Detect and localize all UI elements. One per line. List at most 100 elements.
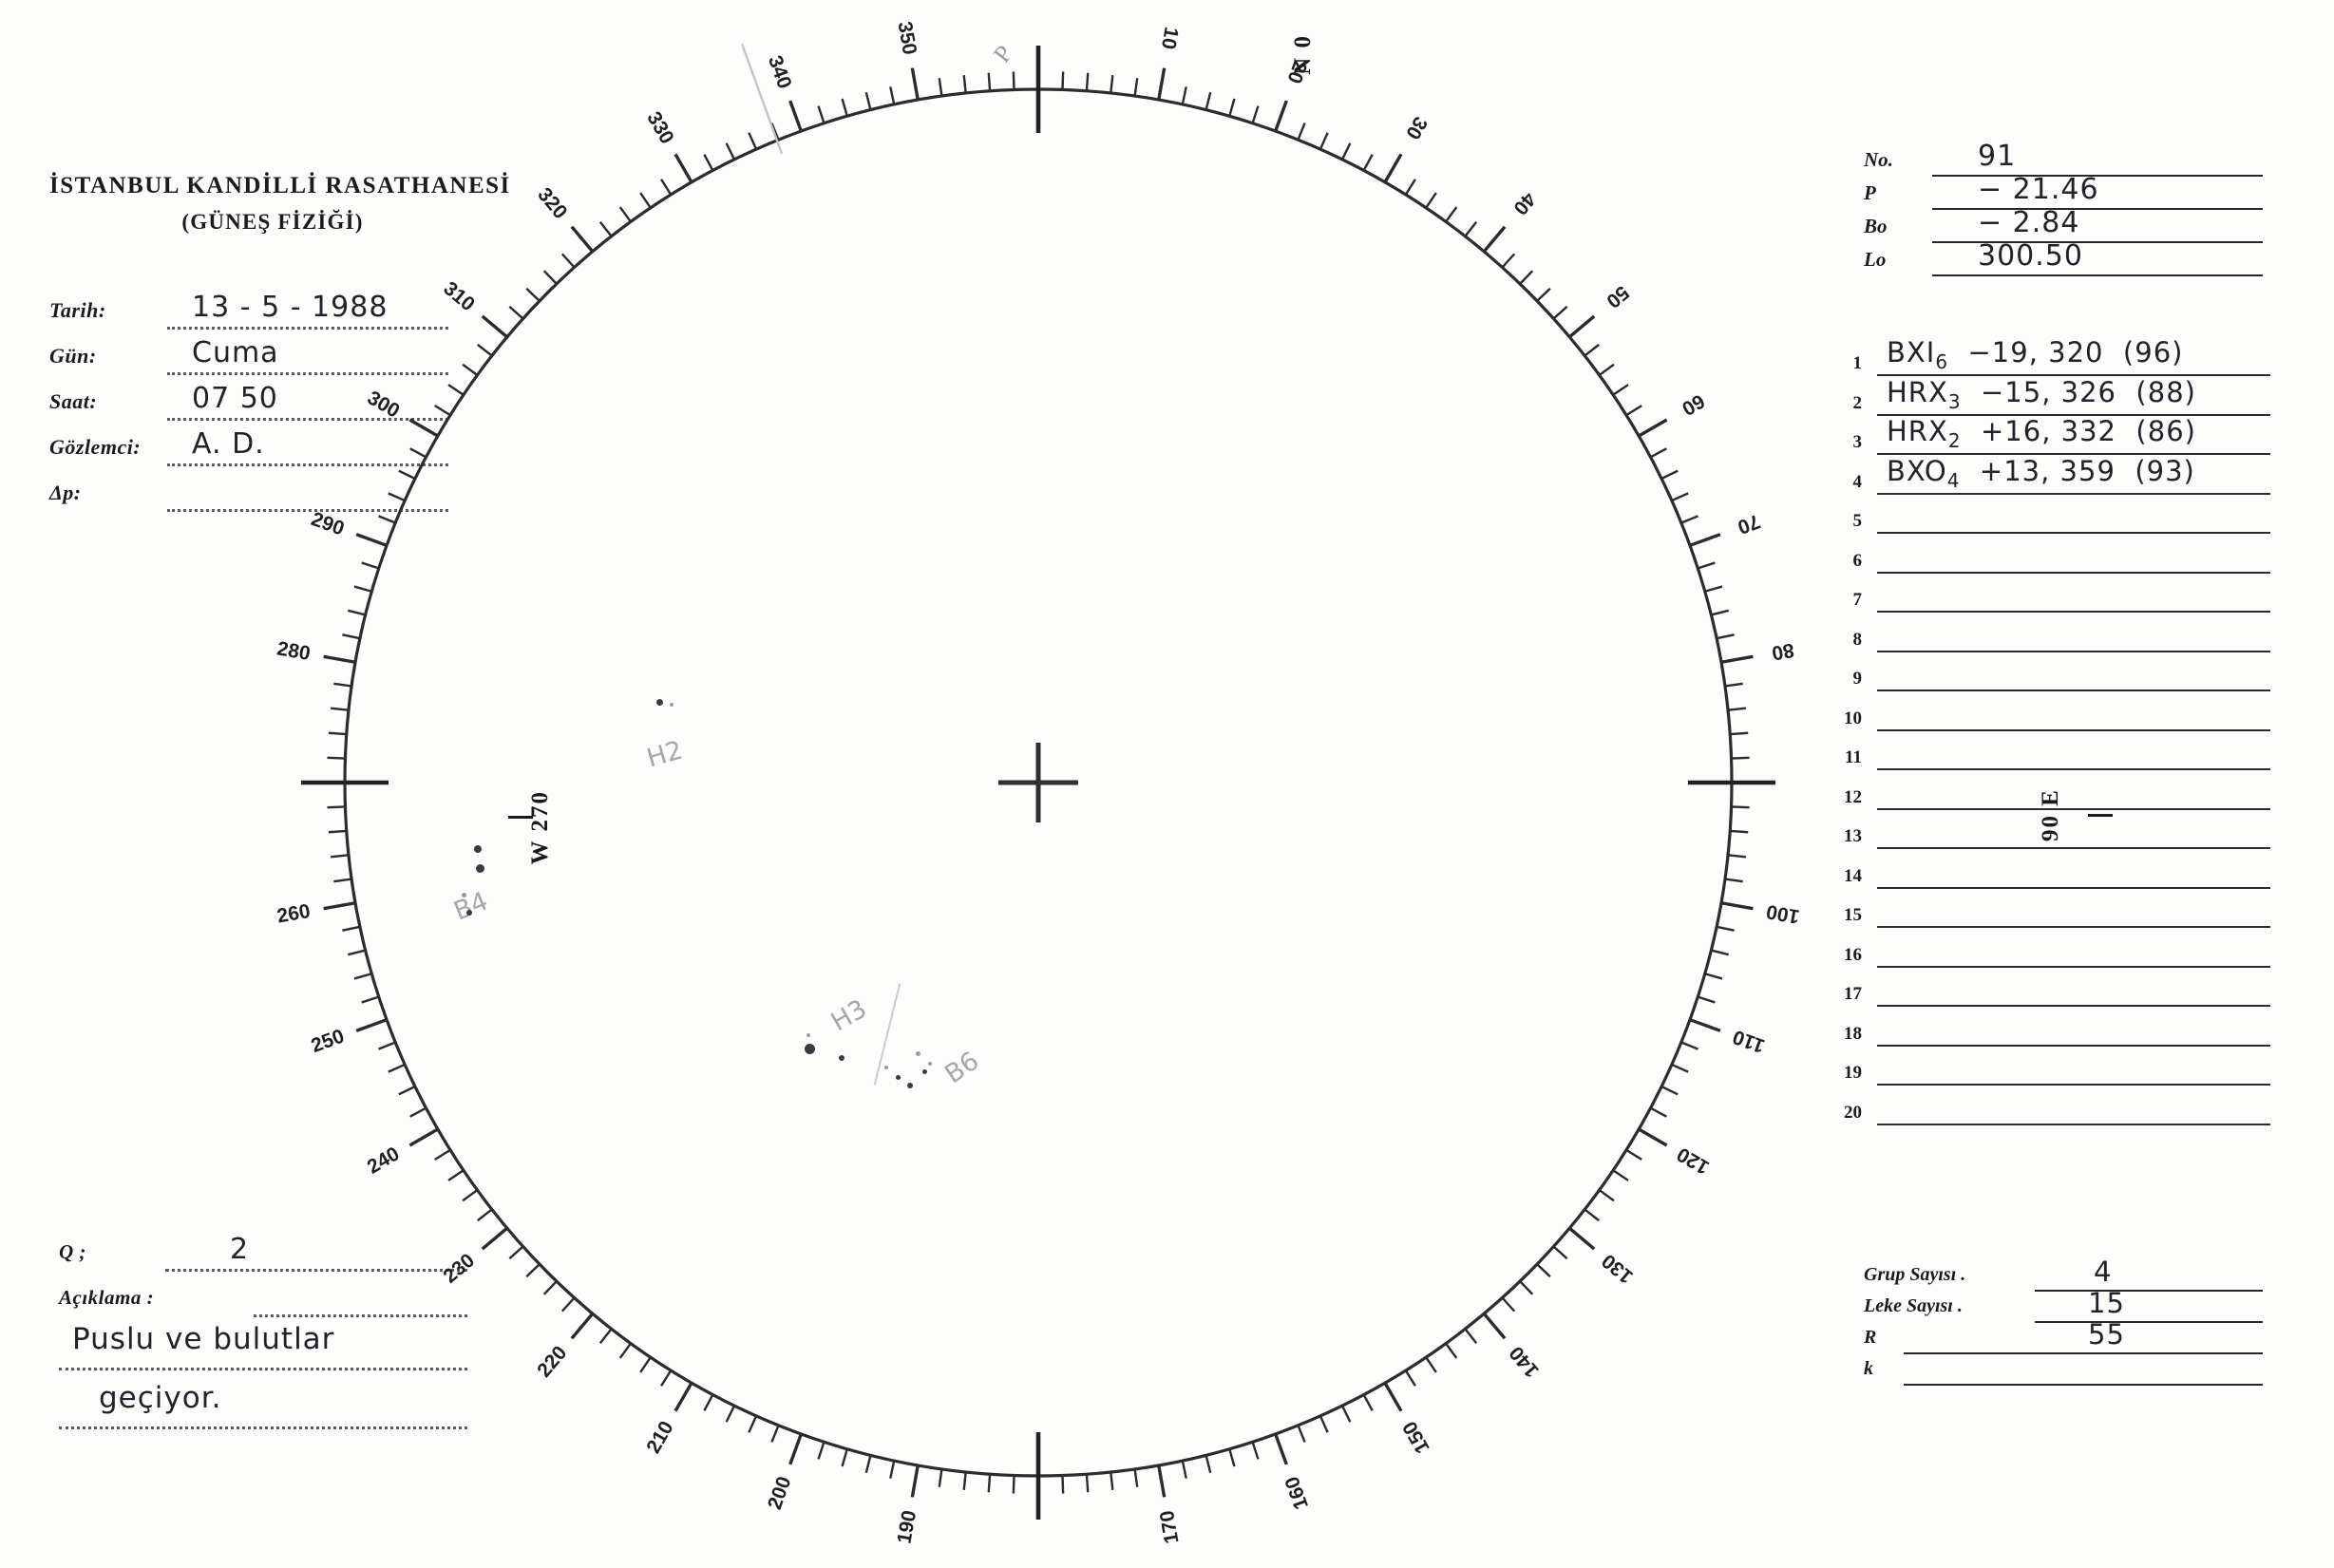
group-row[interactable]: 4 BXO4 +13, 359 (93) [1833, 455, 2270, 499]
tick-major [481, 314, 508, 339]
tick-minor [462, 1189, 479, 1202]
group-row[interactable]: 2 HRX3 −15, 326 (88) [1833, 376, 2270, 420]
param-lo[interactable]: Lo 300.50 [1864, 239, 2263, 277]
tick-minor [1724, 682, 1743, 688]
param-no[interactable]: No. 91 [1864, 140, 2263, 178]
tick-minor [1205, 1455, 1212, 1474]
total-grup-sayisi[interactable]: Grup Sayısı . 4 [1864, 1256, 2263, 1293]
group-row[interactable]: 15 [1833, 892, 2270, 932]
field-saat[interactable]: Saat: 07 50 [49, 382, 448, 429]
total-k[interactable]: k [1864, 1355, 2263, 1387]
param-lo-value: 300.50 [1978, 239, 2083, 273]
tick-minor [864, 91, 872, 110]
tick-major [1383, 1382, 1403, 1412]
degree-label: 290 [309, 508, 348, 540]
tick-major [570, 1313, 595, 1340]
disk-svg: 1020304050607080100110120130140150160170… [275, 20, 1801, 1545]
tick-minor [347, 609, 366, 616]
tick-minor [508, 1245, 524, 1260]
tick-minor [1297, 1425, 1306, 1443]
tick-major [355, 533, 388, 547]
tick-minor [1445, 1342, 1458, 1359]
note-line-2-rule [59, 1426, 467, 1429]
tick-minor [639, 192, 652, 209]
field-gun[interactable]: Gün: Cuma [49, 336, 448, 384]
group-row[interactable]: 13 [1833, 813, 2270, 853]
field-aciklama-rule [254, 1314, 467, 1317]
tick-major [1482, 1313, 1507, 1340]
tick-minor [1716, 925, 1735, 932]
group-row-number: 13 [1844, 826, 1862, 846]
tick-minor [1727, 854, 1747, 859]
field-tarih[interactable]: Tarih: 13 - 5 - 1988 [49, 291, 448, 338]
degree-label: 280 [275, 637, 313, 665]
degree-label: 40 [1509, 188, 1540, 219]
group-row-rule [1877, 886, 2270, 889]
group-row[interactable]: 14 [1833, 853, 2270, 893]
field-delta-p[interactable]: Δp: [49, 475, 448, 520]
tick-minor [1731, 756, 1750, 760]
tick-minor [1464, 221, 1478, 237]
param-no-value: 91 [1978, 140, 2017, 173]
tick-minor [841, 98, 848, 117]
total-r[interactable]: R 55 [1864, 1318, 2263, 1355]
spot-dot [670, 703, 674, 707]
degree-label: 10 [1157, 26, 1183, 51]
field-gozlemci[interactable]: Gözlemci: A. D. [49, 427, 448, 475]
tick-minor [1205, 91, 1212, 110]
tick-minor [1598, 363, 1615, 376]
group-row[interactable]: 3 HRX2 +16, 332 (86) [1833, 415, 2270, 459]
group-row[interactable]: 12 [1833, 774, 2270, 814]
group-row[interactable]: 20 [1833, 1089, 2270, 1129]
field-aciklama[interactable]: Açıklama : [59, 1280, 467, 1326]
tick-minor [447, 384, 465, 396]
group-row-number: 6 [1852, 550, 1863, 571]
group-row[interactable]: 7 [1833, 576, 2270, 616]
group-row[interactable]: 5 [1833, 498, 2270, 538]
group-row-number: 8 [1852, 629, 1863, 650]
spot-dot [884, 1066, 888, 1069]
group-row[interactable]: 1 BXI6 −19, 320 (96) [1833, 336, 2270, 380]
group-row[interactable]: 10 [1833, 695, 2270, 735]
group-row[interactable]: 6 [1833, 538, 2270, 577]
group-row-rule [1877, 532, 2270, 534]
tick-minor [1660, 469, 1679, 481]
field-gozlemci-label: Gözlemci: [49, 435, 142, 459]
tick-minor [1181, 86, 1187, 105]
tick-major [1274, 100, 1288, 132]
group-row-number: 11 [1845, 747, 1862, 767]
tick-minor [1649, 1106, 1667, 1118]
group-row[interactable]: 18 [1833, 1011, 2270, 1050]
note-line-2[interactable]: geçiyor. [59, 1381, 467, 1444]
tick-minor [962, 74, 967, 94]
total-leke-sayisi-value: 15 [2088, 1287, 2125, 1319]
tick-major [674, 153, 693, 183]
tick-minor [1680, 1041, 1698, 1050]
param-bo[interactable]: Bo − 2.84 [1864, 206, 2263, 244]
tick-minor [1061, 1475, 1065, 1494]
group-row-number: 9 [1852, 669, 1863, 689]
group-row-rule [1877, 1005, 2270, 1007]
total-leke-sayisi-rule [2035, 1321, 2263, 1323]
degree-label: 130 [1598, 1250, 1638, 1288]
tick-minor [1730, 731, 1749, 736]
tick-minor [1085, 72, 1090, 91]
param-bo-value: − 2.84 [1978, 206, 2080, 239]
total-leke-sayisi[interactable]: Leke Sayısı . 15 [1864, 1287, 2263, 1324]
tick-major [674, 1382, 693, 1412]
group-row[interactable]: 11 [1833, 734, 2270, 774]
tick-major [408, 418, 439, 438]
tick-minor [327, 805, 346, 809]
group-row[interactable]: 17 [1833, 971, 2270, 1011]
field-q[interactable]: Q ; 2 [59, 1233, 467, 1280]
param-no-rule [1932, 175, 2263, 177]
note-line-1[interactable]: Puslu ve bulutlar [59, 1322, 467, 1385]
tick-major [1274, 1433, 1288, 1465]
tick-minor [1445, 206, 1458, 223]
param-p[interactable]: P − 21.46 [1864, 173, 2263, 211]
group-row[interactable]: 16 [1833, 932, 2270, 972]
group-row[interactable]: 8 [1833, 616, 2270, 656]
group-row[interactable]: 9 [1833, 655, 2270, 695]
group-row[interactable]: 19 [1833, 1049, 2270, 1089]
tick-minor [508, 305, 524, 320]
